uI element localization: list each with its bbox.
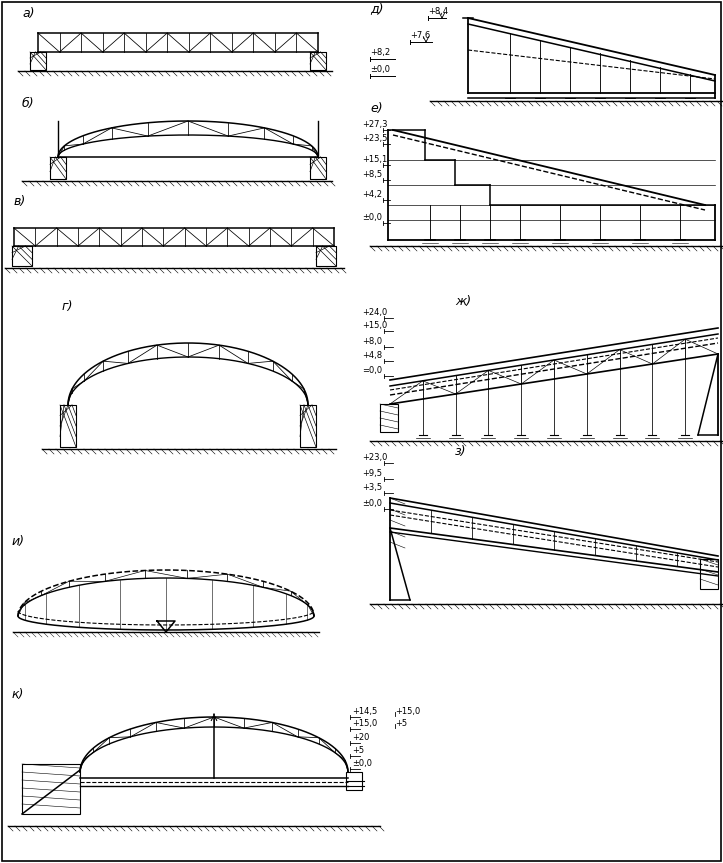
Bar <box>310 52 326 70</box>
Bar <box>60 405 76 447</box>
Text: +9,5: +9,5 <box>362 469 382 478</box>
Text: +20: +20 <box>352 733 369 742</box>
Text: з): з) <box>455 445 466 458</box>
Text: б): б) <box>22 97 35 110</box>
Bar <box>12 246 32 266</box>
Bar <box>310 157 326 179</box>
Text: ±0,0: ±0,0 <box>362 499 382 508</box>
Text: +23,0: +23,0 <box>362 453 388 462</box>
Text: к): к) <box>12 688 25 701</box>
Text: +27,3: +27,3 <box>362 120 388 129</box>
Bar <box>316 246 336 266</box>
Text: д): д) <box>370 2 383 15</box>
Bar <box>346 772 362 790</box>
Text: +4,2: +4,2 <box>362 190 382 199</box>
Bar <box>380 404 398 432</box>
Text: +5: +5 <box>352 746 364 755</box>
Text: в): в) <box>14 195 26 208</box>
Text: и): и) <box>12 535 25 548</box>
Text: +8,0: +8,0 <box>362 337 382 346</box>
Text: +15,1: +15,1 <box>362 155 388 164</box>
Text: +8,4: +8,4 <box>428 7 448 16</box>
Bar <box>300 405 316 447</box>
Bar <box>22 764 80 814</box>
Text: +7,6: +7,6 <box>410 31 430 40</box>
Bar <box>700 559 718 589</box>
Text: +4,8: +4,8 <box>362 351 382 360</box>
Bar <box>50 157 66 179</box>
Text: +8,2: +8,2 <box>370 48 390 57</box>
Text: +24,0: +24,0 <box>362 308 388 317</box>
Text: +15,0: +15,0 <box>395 707 420 716</box>
Text: е): е) <box>370 102 382 115</box>
Text: ±0,0: ±0,0 <box>352 759 372 768</box>
Text: +23,5: +23,5 <box>362 134 388 143</box>
Bar <box>30 52 46 70</box>
Text: +8,5: +8,5 <box>362 170 382 179</box>
Text: ±0,0: ±0,0 <box>370 65 390 74</box>
Text: +5: +5 <box>395 719 407 728</box>
Text: +15,0: +15,0 <box>352 719 377 728</box>
Text: г): г) <box>62 300 74 313</box>
Text: ±0,0: ±0,0 <box>362 213 382 222</box>
Text: а): а) <box>22 7 35 20</box>
Text: +14,5: +14,5 <box>352 707 377 716</box>
Text: +3,5: +3,5 <box>362 483 382 492</box>
Text: =0,0: =0,0 <box>362 366 382 375</box>
Text: ж): ж) <box>455 295 471 308</box>
Text: +15,0: +15,0 <box>362 321 388 330</box>
